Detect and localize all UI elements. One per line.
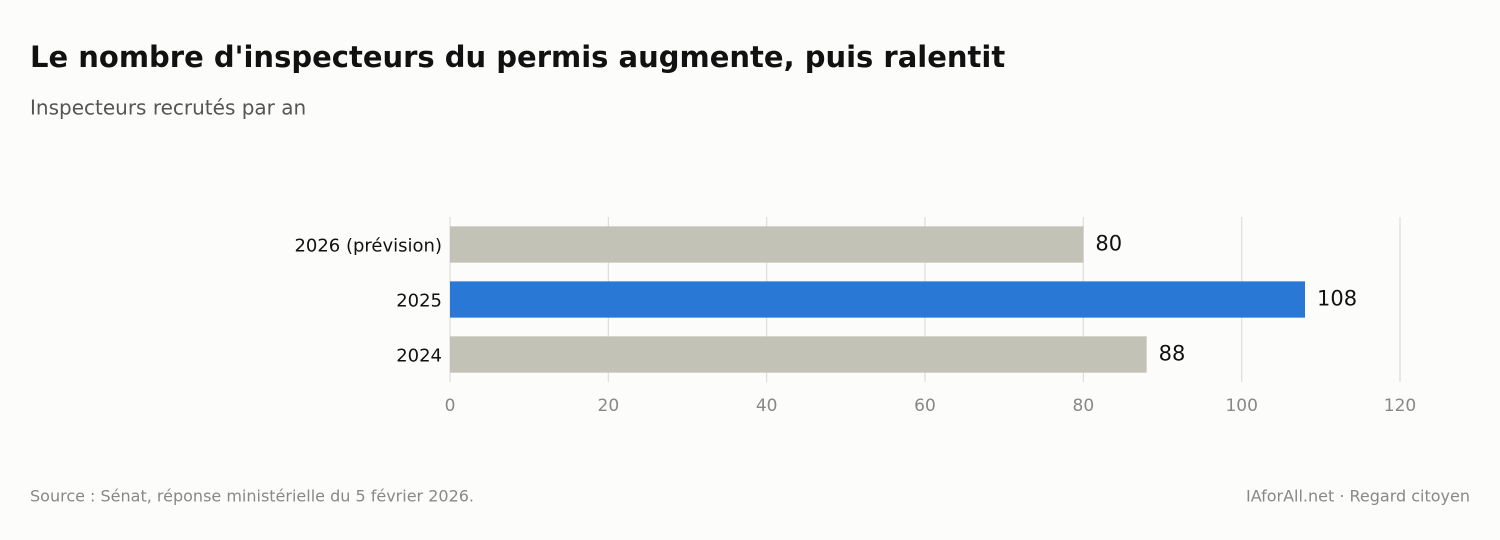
bar bbox=[450, 336, 1147, 373]
x-tick-label: 60 bbox=[914, 396, 936, 416]
y-tick-label: 2024 bbox=[396, 346, 442, 367]
x-tick-label: 20 bbox=[598, 396, 620, 416]
chart-title: Le nombre d'inspecteurs du permis augmen… bbox=[30, 40, 1005, 74]
x-tick-label: 80 bbox=[1073, 396, 1095, 416]
y-tick-label: 2025 bbox=[396, 291, 442, 312]
x-tick-label: 0 bbox=[445, 396, 456, 416]
value-label: 80 bbox=[1095, 232, 1122, 256]
credit: IAforAll.net · Regard citoyen bbox=[1246, 487, 1470, 506]
y-tick-label: 2026 (prévision) bbox=[294, 236, 442, 257]
x-tick-label: 100 bbox=[1225, 396, 1257, 416]
plot: 2024 88 2025 108 2026 (prévision) 80 bbox=[294, 226, 1357, 373]
value-label: 88 bbox=[1159, 342, 1186, 366]
x-tick-label: 120 bbox=[1384, 396, 1416, 416]
value-label: 108 bbox=[1317, 287, 1357, 311]
bar bbox=[450, 281, 1305, 318]
bar bbox=[450, 226, 1084, 263]
source-note: Source : Sénat, réponse ministérielle du… bbox=[30, 487, 474, 506]
chart-subtitle: Inspecteurs recrutés par an bbox=[30, 96, 306, 120]
x-tick-label: 40 bbox=[756, 396, 778, 416]
